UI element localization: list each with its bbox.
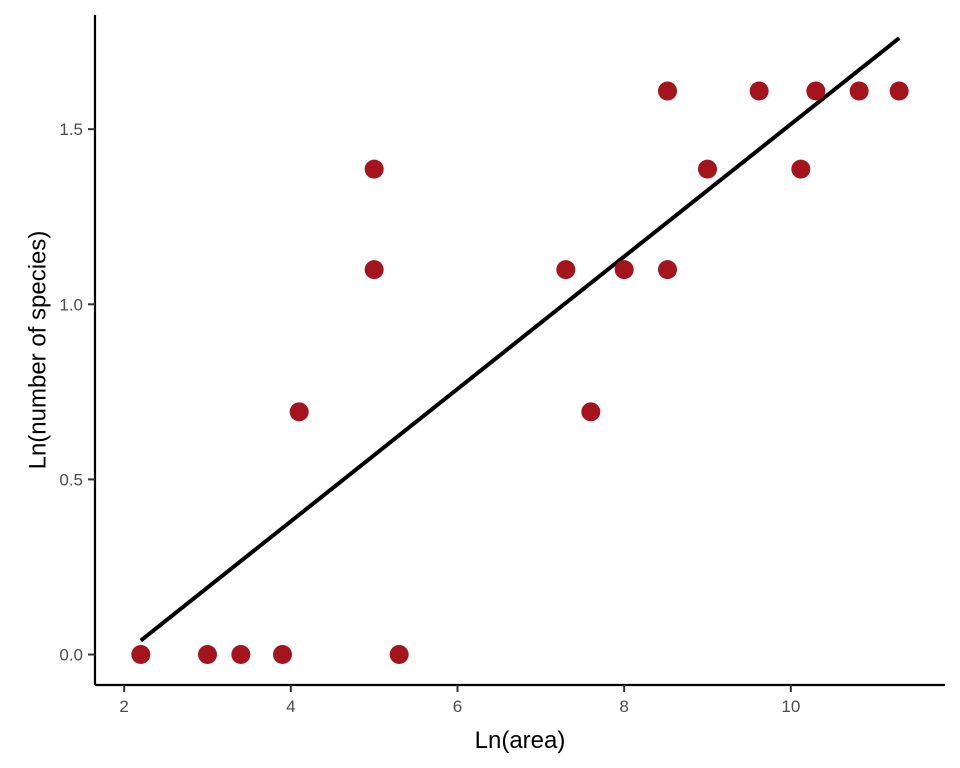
y-axis-ticks: 0.0 0.5 1.0 1.5 <box>59 120 95 665</box>
x-tick-label: 2 <box>119 697 128 716</box>
data-point <box>806 81 826 101</box>
y-tick-label: 0.0 <box>59 646 83 665</box>
data-point <box>198 645 217 665</box>
data-point <box>749 81 769 101</box>
data-point <box>131 645 151 665</box>
x-axis-title: Ln(area) <box>475 727 566 754</box>
data-point <box>614 260 634 280</box>
regression-line-layer <box>139 36 901 643</box>
data-point <box>791 159 811 179</box>
data-point <box>364 260 384 280</box>
y-tick-label: 1.0 <box>59 295 83 314</box>
y-axis-title: Ln(number of species) <box>24 231 51 470</box>
x-tick-label: 4 <box>286 697 295 716</box>
data-point <box>556 260 576 280</box>
x-axis-ticks: 2 4 6 8 10 <box>119 685 800 716</box>
data-point <box>849 81 869 101</box>
y-tick-label: 0.5 <box>59 470 83 489</box>
data-point <box>658 260 677 280</box>
data-point <box>581 402 601 422</box>
data-point <box>289 402 309 422</box>
axes-layer <box>93 15 945 687</box>
x-tick-label: 8 <box>619 697 628 716</box>
x-tick-label: 10 <box>781 697 800 716</box>
y-tick-label: 1.5 <box>59 120 83 139</box>
x-tick-label: 6 <box>453 697 462 716</box>
data-point <box>273 645 292 665</box>
regression-line <box>139 36 901 643</box>
data-point <box>889 81 909 101</box>
data-point <box>231 645 251 665</box>
data-point <box>389 645 409 665</box>
data-point <box>698 159 717 179</box>
data-points-layer <box>131 81 909 665</box>
data-point <box>658 81 677 101</box>
data-point <box>364 159 384 179</box>
